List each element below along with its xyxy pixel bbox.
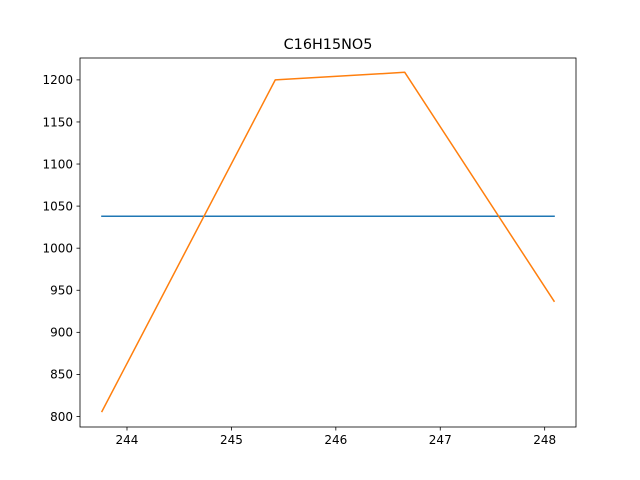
x-tick-label: 247 (429, 433, 452, 447)
y-tick-label: 1150 (42, 115, 73, 129)
chart-title: C16H15NO5 (284, 37, 373, 53)
x-tick-label: 245 (220, 433, 243, 447)
y-tick-label: 1100 (42, 157, 73, 171)
y-tick-label: 1050 (42, 199, 73, 213)
x-tick-label: 248 (533, 433, 556, 447)
y-tick-label: 900 (50, 326, 73, 340)
y-tick-label: 950 (50, 284, 73, 298)
series-line-2 (100, 71, 556, 413)
plot-frame (79, 57, 577, 428)
y-tick-label: 1000 (42, 241, 73, 255)
y-axis: 800 850 900 950 1000 1050 1100 1150 1200 (42, 73, 80, 424)
x-tick-label: 244 (116, 433, 139, 447)
plot-area (79, 57, 577, 428)
x-axis: 244 245 246 247 248 (116, 427, 556, 447)
y-tick-label: 850 (50, 368, 73, 382)
x-tick-label: 246 (324, 433, 347, 447)
series-layer (100, 71, 556, 413)
y-tick-label: 800 (50, 410, 73, 424)
y-tick-label: 1200 (42, 73, 73, 87)
